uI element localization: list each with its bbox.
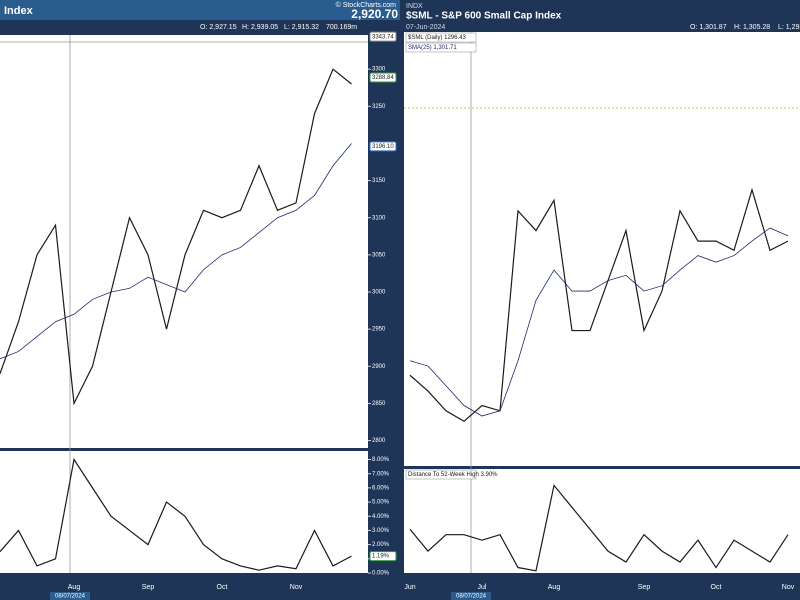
y-tick-label: 8.00% <box>372 457 390 463</box>
y-tick-label: 2.00% <box>372 542 390 548</box>
right-indicator-pane <box>404 469 800 573</box>
x-tick-label: Aug <box>68 584 81 591</box>
legend-entry: SMA(25) 1,301.71 <box>408 45 457 51</box>
price-marker <box>369 72 397 83</box>
series-line <box>0 68 352 406</box>
x-tick-label: Jun <box>404 584 415 591</box>
x-tick-label: Jul <box>478 584 487 591</box>
y-tick-label: 3250 <box>372 104 386 110</box>
y-tick-label: 3000 <box>372 290 386 296</box>
x-tick-label: Oct <box>217 584 228 591</box>
price-marker-label: 3288.84 <box>372 75 394 81</box>
series-line <box>409 484 789 572</box>
x-tick-label: Oct <box>711 584 722 591</box>
price-marker <box>369 551 397 562</box>
y-tick-label: 3100 <box>372 215 386 221</box>
series-line <box>409 187 789 423</box>
x-tick-label: Nov <box>290 584 303 591</box>
series-line <box>0 143 352 360</box>
quote: 700.169m <box>326 24 357 31</box>
quote: L: 2,915.32 <box>284 24 319 31</box>
y-tick-label: 6.00% <box>372 485 390 491</box>
y-tick-label: 3050 <box>372 252 386 258</box>
y-tick-label: 2900 <box>372 364 386 370</box>
price-marker <box>369 141 397 152</box>
legend-box <box>405 42 477 53</box>
legend-entry: $SML (Daily) 1296.43 <box>408 35 466 41</box>
legend-entry: Distance To 52-Week High 3.90% <box>408 472 498 478</box>
crosshair-tag <box>50 592 90 600</box>
y-tick-label: 4.00% <box>372 514 390 520</box>
crosshair-label: 08/07/2024 <box>456 594 487 600</box>
watermark: © StockCharts.com <box>336 1 397 9</box>
x-tick-label: Sep <box>638 584 651 591</box>
crosshair-tag <box>451 592 491 600</box>
left-price-pane <box>0 35 368 448</box>
quote: O: 2,927.15 <box>200 24 237 31</box>
y-tick-label: 0.00% <box>372 571 390 577</box>
price-marker-label: 3343.74 <box>372 34 394 40</box>
x-tick-label: Sep <box>142 584 155 591</box>
quote: O: 1,301.87 <box>690 24 727 31</box>
x-tick-label: Nov <box>782 584 795 591</box>
title: Index <box>4 5 34 17</box>
quote: H: 2,939.05 <box>242 24 278 31</box>
x-tick-label: Aug <box>548 584 561 591</box>
price-marker-label: 3196.10 <box>372 144 394 150</box>
last-price: 2,920.70 <box>351 7 398 21</box>
right-price-pane <box>404 32 800 466</box>
y-tick-label: 2800 <box>372 438 386 444</box>
crosshair-label: 08/07/2024 <box>55 594 86 600</box>
exchange: INDX <box>406 3 423 10</box>
series-line <box>0 457 352 571</box>
legend-box <box>405 32 477 43</box>
y-tick-label: 2950 <box>372 327 386 333</box>
y-tick-label: 3150 <box>372 178 386 184</box>
y-tick-label: 5.00% <box>372 500 390 506</box>
left-header <box>0 0 400 20</box>
quote: H: 1,305.28 <box>734 24 770 31</box>
date: 07-Jun-2024 <box>406 24 445 31</box>
title: $SML - S&P 600 Small Cap Index <box>406 11 562 22</box>
y-tick-label: 3300 <box>372 67 386 73</box>
left-indicator-pane <box>0 451 368 573</box>
price-marker-label: 1.19% <box>372 554 390 560</box>
y-tick-label: 7.00% <box>372 471 390 477</box>
y-tick-label: 2850 <box>372 401 386 407</box>
quote: L: 1,293.84 <box>778 24 800 31</box>
legend-box <box>405 469 477 480</box>
y-tick-label: 3.00% <box>372 528 390 534</box>
series-line <box>409 227 789 417</box>
price-marker <box>369 31 397 42</box>
